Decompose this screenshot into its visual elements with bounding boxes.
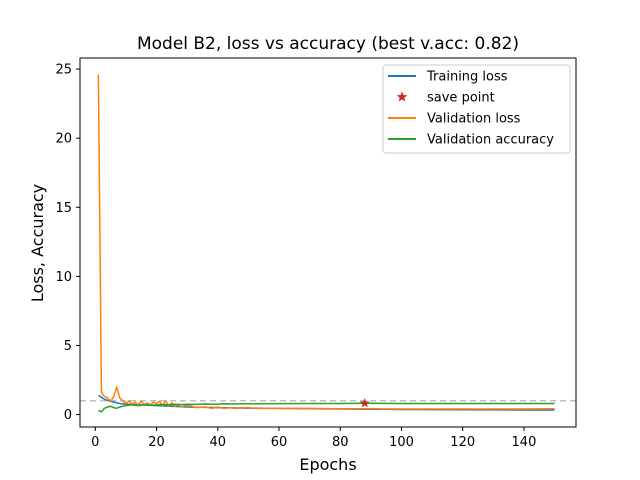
x-tick-label: 120 [450,435,475,450]
plot-frame [79,57,577,428]
y-tick-label: 0 [64,408,72,423]
x-tick-label: 60 [271,435,288,450]
series-line-validation-accuracy [98,402,555,413]
legend-label-training-loss: Training loss [426,70,508,85]
x-tick-label: 140 [512,435,537,450]
legend-swatch-save-point [396,91,408,102]
legend-label-save-point: save point [427,91,495,106]
y-tick-label: 10 [55,270,72,285]
y-tick-label: 25 [55,63,72,78]
x-tick-label: 40 [210,435,227,450]
y-tick-label: 5 [64,339,72,354]
chart-title: Model B2, loss vs accuracy (best v.acc: … [137,34,519,54]
legend-label-validation-loss: Validation loss [427,112,521,127]
x-axis-label: Epochs [299,455,356,474]
legend-label-validation-accuracy: Validation accuracy [427,133,554,148]
y-tick-label: 15 [55,201,72,216]
y-axis-label: Loss, Accuracy [28,184,47,302]
x-tick-label: 0 [91,435,99,450]
save-point-marker [359,398,370,408]
x-tick-label: 20 [148,435,165,450]
legend-box [382,64,571,154]
x-tick-label: 80 [332,435,349,450]
x-tick-label: 100 [389,435,414,450]
y-tick-label: 20 [55,132,72,147]
